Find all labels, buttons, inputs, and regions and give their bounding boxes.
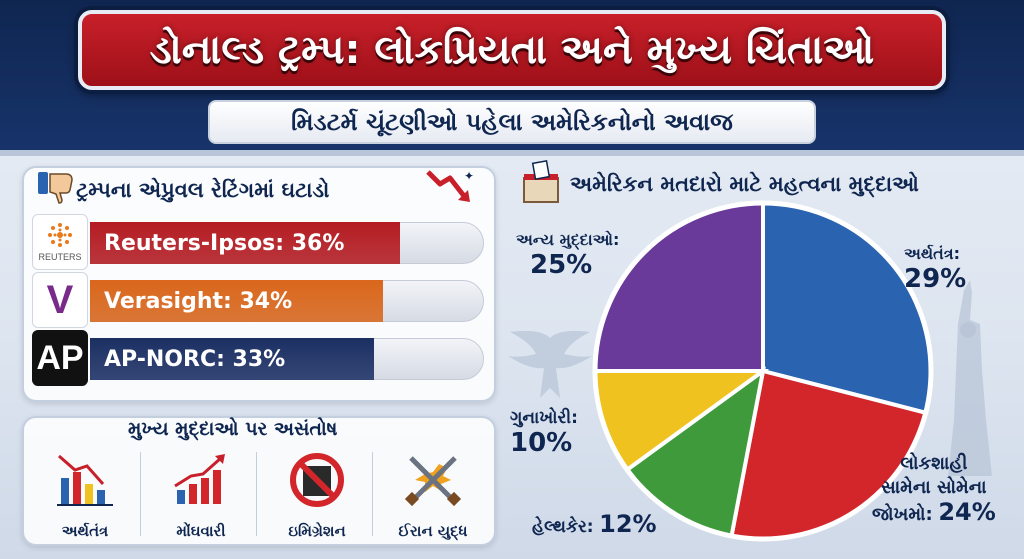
approval-bar-1: Verasight: 34% — [90, 280, 383, 322]
page-title: ડોનાલ્ડ ટ્રમ્પ: લોકપ્રિયતા અને મુખ્ય ચિં… — [149, 27, 875, 73]
falling-trend-icon: ✦ — [426, 169, 474, 202]
issue-iran-war: ઈરાન યુદ્ધ — [378, 448, 488, 542]
eagle-silhouette-icon — [508, 330, 592, 398]
header-stripe — [0, 150, 1024, 156]
slice-name-line: જોખમો: — [872, 504, 933, 525]
statue-of-liberty-icon — [948, 280, 992, 476]
pie-chart-title: અમેરિકન મતદારો માટે મહત્વના મુદ્દાઓ — [570, 172, 919, 196]
slice-value: 10% — [510, 428, 573, 458]
prohibited-sign-icon — [290, 453, 344, 507]
slice-name-line: સામેના સોમેના — [881, 477, 987, 498]
reuters-dots-icon — [48, 223, 72, 247]
ballot-box-icon — [523, 160, 559, 203]
divider — [372, 452, 373, 536]
slice-name: હેલ્થકેર: — [532, 517, 594, 537]
verasight-logo-text: V — [46, 277, 74, 322]
pie-outline — [592, 200, 934, 542]
crossed-swords-icon — [404, 456, 462, 507]
slice-value: 29% — [904, 264, 967, 294]
falling-bar-chart-icon — [57, 454, 113, 506]
subtitle-bar: મિડટર્મ ચૂંટણીઓ પહેલા અમેરિકનોનો અવાજ — [208, 100, 816, 144]
slice-label-economy: અર્થતંત્ર: 29% — [904, 244, 966, 294]
dissatisfaction-heading: મુખ્ય મુદ્દાઓ પર અસંતોષ — [128, 418, 338, 440]
ap-logo-text: AP — [36, 338, 84, 377]
ap-logo: AP — [32, 330, 88, 386]
issue-economy: અર્થતંત્ર — [30, 448, 140, 542]
thumbs-down-icon — [38, 172, 73, 204]
slice-name-line: લોકશાહી — [900, 453, 968, 474]
slice-label-crime: ગુનાખોરી: 10% — [510, 408, 578, 458]
divider — [140, 452, 141, 536]
reuters-logo-text: REUTERS — [38, 252, 82, 262]
divider — [256, 452, 257, 536]
slice-name: ગુનાખોરી: — [510, 408, 578, 428]
issue-label: ઈરાન યુદ્ધ — [398, 522, 468, 540]
slice-name: અર્થતંત્ર: — [904, 244, 960, 263]
slice-value: 25% — [530, 250, 593, 280]
approval-bar-2: AP-NORC: 33% — [90, 338, 375, 380]
rising-bar-chart-icon — [174, 454, 225, 504]
slice-name: અન્ય મુદ્દાઓ: — [516, 230, 620, 249]
reuters-logo: REUTERS — [32, 214, 88, 270]
slice-value: 12% — [599, 510, 657, 538]
issue-label: ઇમિગ્રેશન — [288, 522, 346, 540]
pie-chart — [592, 200, 934, 542]
approval-bar-0: Reuters-Ipsos: 36% — [90, 222, 400, 264]
verasight-logo: V — [32, 272, 88, 328]
issue-inflation: મોંઘવારી — [146, 448, 256, 542]
svg-text:✦: ✦ — [464, 169, 474, 183]
issue-immigration: ઇમિગ્રેશન — [262, 448, 372, 542]
issue-label: મોંઘવારી — [176, 522, 226, 540]
page-subtitle: મિડટર્મ ચૂંટણીઓ પહેલા અમેરિકનોનો અવાજ — [291, 108, 733, 136]
slice-label-healthcare: હેલ્થકેર: 12% — [532, 510, 657, 538]
slice-label-democracy: લોકશાહી સામેના સોમેના જોખમો: 24% — [872, 452, 996, 527]
slice-value: 24% — [938, 498, 996, 526]
title-banner: ડોનાલ્ડ ટ્રમ્પ: લોકપ્રિયતા અને મુખ્ય ચિં… — [78, 10, 946, 90]
slice-label-other: અન્ય મુદ્દાઓ: 25% — [516, 230, 619, 280]
issue-label: અર્થતંત્ર — [61, 522, 109, 540]
approval-heading: ટ્રમ્પના એપ્રુવલ રેટિંગમાં ઘટાડો — [76, 178, 330, 202]
